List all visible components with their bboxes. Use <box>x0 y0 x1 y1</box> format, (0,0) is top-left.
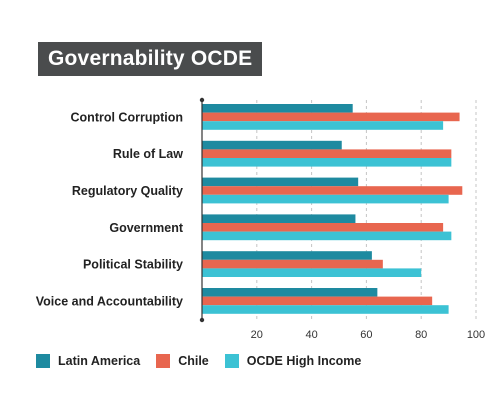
bar <box>202 149 452 158</box>
bar <box>202 259 383 269</box>
bar <box>202 305 449 314</box>
category-label: Government <box>109 221 183 235</box>
axis-end-dot <box>199 97 205 103</box>
category-labels: Control Corruption Rule of Law Regulatory … <box>36 110 184 308</box>
legend-item: OCDE High Income <box>224 354 362 368</box>
x-tick-label: 60 <box>360 329 372 341</box>
axis-end-dot <box>199 317 205 323</box>
bar <box>202 214 356 223</box>
legend-item: Chile <box>156 354 209 368</box>
category-label: Voice and Accountability <box>36 294 183 308</box>
legend-item: Latin America <box>36 354 140 368</box>
bar <box>202 296 433 306</box>
category-label: Regulatory Quality <box>72 184 183 198</box>
bar <box>202 223 444 232</box>
legend-label: Latin America <box>58 354 141 368</box>
bar <box>202 268 422 277</box>
bar <box>202 112 460 122</box>
bar <box>202 158 452 167</box>
legend: Latin America Chile OCDE High Income <box>36 354 377 368</box>
bar <box>202 121 444 130</box>
bar <box>202 194 449 204</box>
x-tick-labels: 20 40 60 80 100 <box>251 329 486 341</box>
legend-label: Chile <box>178 354 209 368</box>
axes <box>199 97 205 323</box>
bars <box>202 104 463 314</box>
chart-title: Governability OCDE <box>38 42 263 76</box>
legend-label: OCDE High Income <box>246 354 362 368</box>
bar <box>202 186 463 195</box>
bar <box>202 288 378 297</box>
legend-swatch <box>36 354 50 368</box>
category-label: Rule of Law <box>113 147 183 161</box>
legend-swatch <box>224 354 239 368</box>
grid-lines <box>256 100 477 320</box>
x-tick-label: 100 <box>467 329 485 341</box>
bar <box>202 140 342 150</box>
legend-swatch <box>156 354 171 368</box>
x-tick-label: 80 <box>415 329 427 341</box>
category-label: Political Stability <box>83 258 183 272</box>
category-label: Control Corruption <box>71 110 183 124</box>
x-tick-label: 20 <box>251 329 263 341</box>
bar <box>202 231 452 241</box>
bar <box>202 104 353 113</box>
bar <box>202 177 359 187</box>
x-tick-label: 40 <box>305 329 317 341</box>
bar <box>202 251 372 260</box>
